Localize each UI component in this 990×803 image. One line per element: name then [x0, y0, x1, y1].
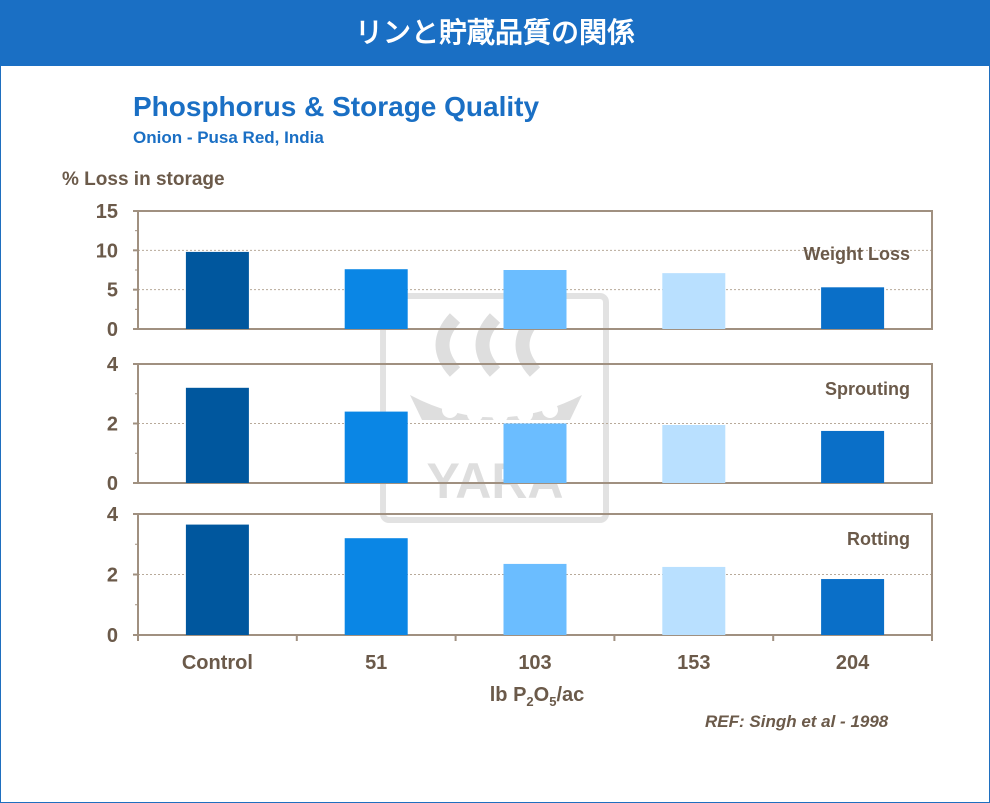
chart-panels: 0 5 10 15 Weight Loss 0 2 4 Sprouting 0 2 4 Rotting C…: [96, 201, 933, 674]
bar-rotting-204: [821, 579, 885, 635]
bar-sprouting-153: [662, 424, 726, 483]
header-title: リンと貯蔵品質の関係: [0, 0, 990, 66]
bar-rotting-103: [503, 563, 567, 635]
y-tick-label: 4: [107, 504, 119, 526]
bar-weight-loss-103: [503, 270, 567, 329]
x-axis-label: lb P2O5/ac: [490, 684, 585, 709]
panel-sprouting: 0 2 4 Sprouting: [107, 354, 933, 495]
y-axis-label: % Loss in storage: [62, 169, 225, 190]
x-tick-label: 204: [836, 652, 870, 674]
bar-sprouting-204: [821, 430, 885, 483]
y-tick-label: 0: [107, 473, 118, 495]
y-tick-label: 0: [107, 625, 118, 647]
x-tick-label: 51: [365, 652, 387, 674]
bar-rotting-153: [662, 566, 726, 635]
series-label: Rotting: [847, 529, 910, 549]
y-tick-label: 5: [107, 280, 118, 302]
bar-rotting-51: [344, 538, 408, 635]
chart-title: Phosphorus & Storage Quality: [133, 91, 540, 122]
x-tick-label: 103: [518, 652, 551, 674]
series-label: Sprouting: [825, 379, 910, 399]
x-tick-label: 153: [677, 652, 710, 674]
bar-rotting-control: [185, 524, 249, 635]
bar-sprouting-51: [344, 411, 408, 483]
x-tick-label: Control: [182, 652, 253, 674]
chart-subtitle: Onion - Pusa Red, India: [133, 128, 324, 147]
bar-weight-loss-control: [185, 251, 249, 329]
y-tick-label: 2: [107, 565, 118, 587]
y-tick-label: 4: [107, 354, 119, 376]
reference-note: REF: Singh et al - 1998: [705, 712, 889, 731]
y-tick-label: 10: [96, 240, 118, 262]
bar-weight-loss-153: [662, 273, 726, 329]
y-tick-label: 0: [107, 319, 118, 341]
bar-sprouting-control: [185, 387, 249, 483]
panel-rotting: 0 2 4 Rotting: [107, 504, 933, 647]
bar-sprouting-103: [503, 423, 567, 483]
y-tick-label: 15: [96, 201, 118, 223]
panel-weight-loss: 0 5 10 15 Weight Loss: [96, 201, 933, 341]
y-tick-label: 2: [107, 414, 118, 436]
bar-weight-loss-51: [344, 269, 408, 329]
bar-weight-loss-204: [821, 287, 885, 329]
series-label: Weight Loss: [803, 244, 910, 264]
